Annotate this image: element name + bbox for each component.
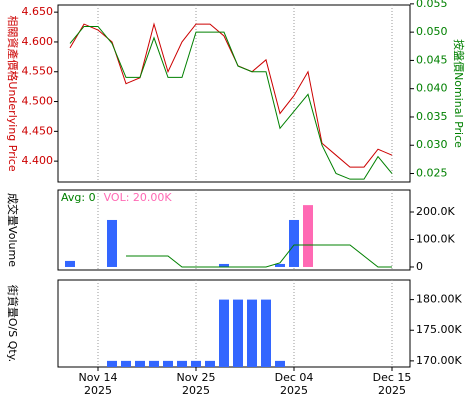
y2-axis-title: 按盤價Nominal Price	[452, 39, 466, 148]
y2-tick-label: 0	[416, 260, 423, 273]
x-tick-label: Dec 04	[275, 371, 314, 384]
y-tick-label: 4.400	[22, 154, 54, 167]
y2-tick-label: 175.00K	[416, 323, 462, 336]
plot-frame	[57, 4, 411, 183]
bar	[107, 219, 117, 267]
x-tick-label: Nov 14	[79, 371, 118, 384]
y2-tick-label: 0.055	[416, 0, 448, 10]
y-tick-label: 4.450	[22, 124, 54, 137]
bar	[149, 360, 159, 367]
x-tick-year: 2025	[84, 384, 112, 397]
x-tick-year: 2025	[182, 384, 210, 397]
bar	[121, 360, 131, 367]
plot-frame	[57, 189, 411, 271]
bar	[303, 205, 313, 267]
line	[69, 25, 393, 180]
x-tick-label: Dec 15	[373, 371, 412, 384]
line	[126, 244, 392, 268]
bar	[135, 360, 145, 367]
bar	[261, 299, 271, 367]
bar	[65, 260, 75, 267]
x-tick-year: 2025	[280, 384, 308, 397]
bar	[247, 299, 257, 367]
y2-tick-label: 170.00K	[416, 354, 462, 367]
y-tick-label: 4.500	[22, 95, 54, 108]
line	[69, 22, 393, 168]
legend-text: Avg: 0	[61, 191, 96, 204]
bar	[233, 299, 243, 367]
bar	[163, 360, 173, 367]
y2-tick-label: 0.035	[416, 110, 448, 123]
bar	[205, 360, 215, 367]
y2-tick-label: 0.050	[416, 25, 448, 38]
y2-tick-label: 200.0K	[416, 205, 455, 218]
bar	[219, 299, 229, 367]
bar	[191, 360, 201, 367]
y2-tick-label: 100.0K	[416, 232, 455, 245]
y-axis-title: 街貨量O/S Qty.	[6, 285, 20, 362]
y2-tick-label: 180.00K	[416, 293, 462, 306]
x-tick-year: 2025	[378, 384, 406, 397]
x-tick-label: Nov 25	[177, 371, 216, 384]
bar	[219, 263, 229, 267]
y-tick-label: 4.550	[22, 65, 54, 78]
y2-tick-label: 0.040	[416, 82, 448, 95]
bar	[289, 219, 299, 267]
y-axis-title: 成交量Volume	[6, 193, 20, 267]
y-tick-label: 4.650	[22, 5, 54, 18]
bar	[177, 360, 187, 367]
legend-text: VOL: 20.00K	[104, 191, 173, 204]
bar	[275, 360, 285, 367]
bar	[107, 360, 117, 367]
y-tick-label: 4.600	[22, 35, 54, 48]
y2-tick-label: 0.030	[416, 138, 448, 151]
y2-tick-label: 0.045	[416, 53, 448, 66]
y-axis-title: 相關資產價格Underlying Price	[6, 15, 20, 171]
bar	[275, 263, 285, 267]
y2-tick-label: 0.025	[416, 167, 448, 180]
